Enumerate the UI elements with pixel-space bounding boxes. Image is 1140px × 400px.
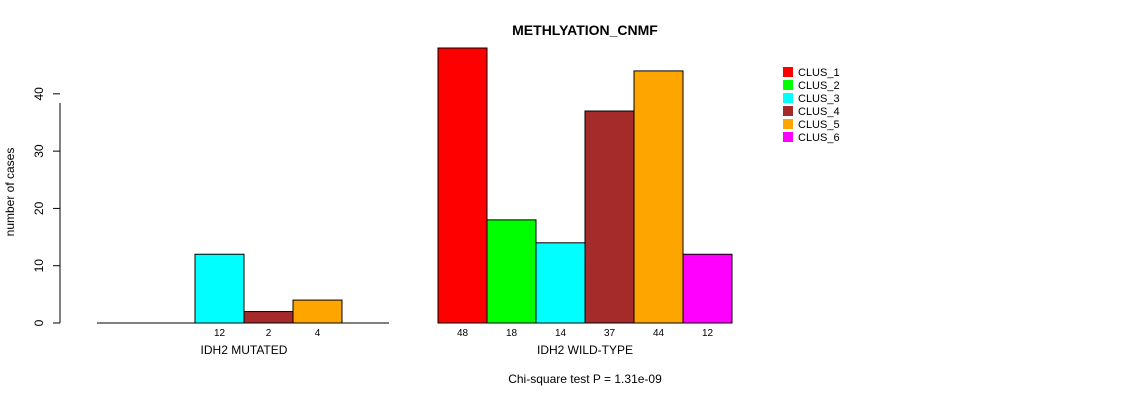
bar — [633, 70, 684, 324]
y-tick-label: 30 — [32, 144, 46, 158]
legend-label: CLUS_2 — [798, 80, 840, 92]
bar — [194, 253, 245, 324]
bar-group: 48 18 14 37 44 12 IDH2 WILD-TYPE — [437, 47, 733, 357]
y-axis: 0 10 20 30 40 — [32, 87, 61, 326]
bar — [535, 242, 586, 324]
y-tick-label: 0 — [32, 319, 46, 326]
chi-square-annotation: Chi-square test P = 1.31e-09 — [508, 372, 662, 386]
bar-groups: 12 2 4 IDH2 MUTATED 48 18 14 37 44 12 IDH2 WILD-TY… — [97, 47, 733, 357]
legend-swatch — [783, 106, 793, 116]
bar-value-label: 18 — [506, 328, 518, 339]
legend-swatch — [783, 132, 793, 142]
bar-value-label: 44 — [653, 328, 665, 339]
y-tick-label: 20 — [32, 201, 46, 215]
bar-value-label: 2 — [266, 328, 272, 339]
y-tick-label: 40 — [32, 87, 46, 101]
legend-label: CLUS_1 — [798, 67, 840, 79]
legend-label: CLUS_5 — [798, 119, 840, 131]
bar-value-label: 37 — [604, 328, 616, 339]
chart-title: METHLYATION_CNMF — [512, 22, 658, 38]
bar-value-label: 14 — [555, 328, 567, 339]
bar-value-label: 48 — [457, 328, 469, 339]
bar-value-label: 4 — [315, 328, 321, 339]
bar — [486, 219, 537, 324]
y-ticks: 0 10 20 30 40 — [32, 87, 60, 326]
y-axis-label: number of cases — [3, 148, 17, 237]
bar-value-label: 12 — [702, 328, 714, 339]
group-label: IDH2 MUTATED — [201, 343, 288, 357]
bar — [243, 311, 294, 324]
legend-label: CLUS_4 — [798, 106, 840, 118]
legend-swatch — [783, 80, 793, 90]
legend-label: CLUS_3 — [798, 93, 840, 105]
y-tick-label: 10 — [32, 259, 46, 273]
bar-value-label: 12 — [214, 328, 226, 339]
bar — [292, 299, 343, 324]
bar — [437, 47, 488, 324]
legend-label: CLUS_6 — [798, 132, 840, 144]
group-label: IDH2 WILD-TYPE — [537, 343, 633, 357]
bar — [584, 110, 635, 324]
legend-swatch — [783, 93, 793, 103]
bar-group: 12 2 4 IDH2 MUTATED — [97, 253, 389, 357]
bar — [682, 253, 733, 324]
legend-swatch — [783, 119, 793, 129]
legend-swatch — [783, 67, 793, 77]
